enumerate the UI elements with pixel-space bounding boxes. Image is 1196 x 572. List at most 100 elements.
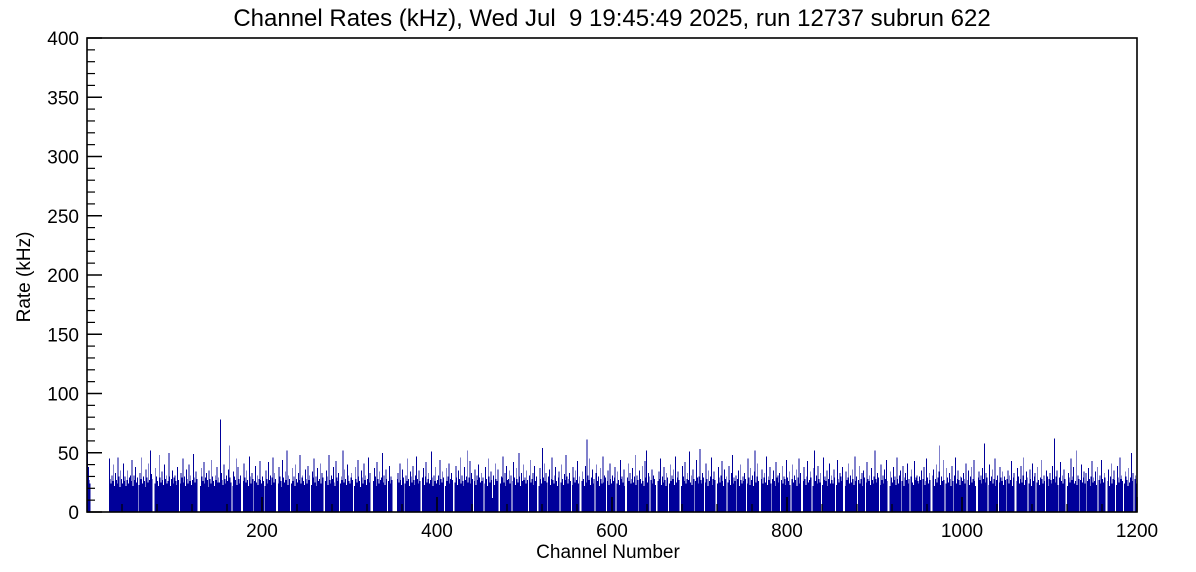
histogram-bar bbox=[1088, 478, 1090, 512]
histogram-bar bbox=[490, 471, 492, 512]
histogram-bar bbox=[425, 462, 427, 512]
histogram-bar bbox=[249, 476, 251, 512]
histogram-bar bbox=[1060, 462, 1061, 512]
histogram-bar bbox=[578, 476, 580, 512]
histogram-bar bbox=[1038, 480, 1040, 512]
histogram-bar bbox=[836, 459, 838, 512]
histogram-bar bbox=[1032, 481, 1034, 512]
histogram-bar bbox=[899, 470, 901, 512]
histogram-bar bbox=[206, 480, 208, 512]
histogram-bar bbox=[1039, 484, 1040, 513]
histogram-bar bbox=[860, 478, 862, 512]
histogram-bar bbox=[265, 470, 267, 512]
histogram-bar bbox=[990, 481, 991, 512]
histogram-bar bbox=[924, 484, 926, 513]
histogram-bar bbox=[479, 477, 480, 512]
histogram-bar bbox=[457, 484, 459, 513]
histogram-bar bbox=[202, 481, 204, 512]
histogram-bar bbox=[999, 466, 1001, 512]
histogram-bar bbox=[639, 470, 641, 512]
histogram-bar bbox=[939, 445, 941, 512]
histogram-bar bbox=[1135, 475, 1137, 512]
y-tick-label: 200 bbox=[47, 266, 79, 287]
histogram-bar bbox=[626, 477, 628, 512]
histogram-bar bbox=[140, 478, 142, 512]
histogram-bar bbox=[980, 475, 982, 512]
histogram-bar bbox=[302, 475, 304, 512]
histogram-bar bbox=[500, 476, 502, 512]
histogram-bar bbox=[461, 475, 463, 512]
histogram-bar bbox=[896, 457, 898, 512]
histogram-bar bbox=[733, 477, 735, 512]
histogram-bar bbox=[772, 478, 774, 512]
histogram-bar bbox=[218, 477, 220, 512]
histogram-bar bbox=[185, 485, 186, 512]
histogram-bar bbox=[182, 458, 184, 513]
histogram-bar bbox=[738, 485, 740, 512]
histogram-bar bbox=[1067, 472, 1069, 512]
histogram-bar bbox=[397, 472, 399, 512]
histogram-bar bbox=[650, 480, 652, 512]
histogram-bar bbox=[904, 477, 906, 512]
histogram-bar bbox=[1024, 484, 1026, 513]
histogram-bar bbox=[577, 483, 579, 512]
histogram-bar bbox=[135, 466, 137, 512]
histogram-bar bbox=[470, 483, 472, 512]
histogram-bar bbox=[251, 472, 253, 512]
histogram-bar bbox=[698, 476, 700, 512]
histogram-bar bbox=[330, 483, 332, 512]
histogram-bar bbox=[378, 483, 380, 512]
histogram-bar bbox=[691, 484, 693, 513]
histogram-bar bbox=[842, 466, 844, 512]
histogram-bar bbox=[1071, 480, 1073, 512]
histogram-bar bbox=[962, 481, 963, 512]
histogram-bar bbox=[988, 484, 990, 513]
histogram-bar bbox=[278, 466, 280, 512]
histogram-bar bbox=[489, 482, 491, 513]
histogram-bar bbox=[388, 465, 390, 512]
histogram-bar bbox=[958, 480, 960, 512]
histogram-bar bbox=[520, 485, 522, 512]
histogram-bar bbox=[149, 480, 151, 512]
histogram-bar bbox=[598, 476, 599, 512]
histogram-bar bbox=[1127, 485, 1129, 512]
histogram-bar bbox=[614, 466, 616, 512]
histogram-bar bbox=[239, 483, 241, 512]
histogram-bar bbox=[906, 463, 908, 513]
histogram-bar bbox=[226, 475, 228, 512]
histogram-bar bbox=[903, 485, 905, 512]
histogram-bar bbox=[1094, 481, 1096, 512]
histogram-bar bbox=[363, 463, 365, 513]
histogram-bar bbox=[332, 478, 333, 512]
histogram-bar bbox=[164, 478, 166, 512]
histogram-bar bbox=[428, 472, 430, 512]
histogram-bar bbox=[220, 472, 222, 512]
histogram-bar bbox=[367, 478, 368, 512]
histogram-bar bbox=[1124, 471, 1126, 512]
histogram-bar bbox=[734, 481, 736, 512]
histogram-bar bbox=[318, 478, 320, 512]
histogram-bar bbox=[1025, 480, 1026, 512]
histogram-bar bbox=[978, 471, 980, 512]
histogram-bar bbox=[438, 484, 440, 513]
histogram-bar bbox=[332, 466, 334, 512]
histogram-bar bbox=[585, 482, 587, 513]
histogram-bar bbox=[570, 481, 571, 512]
histogram-bar bbox=[233, 471, 235, 512]
histogram-bar bbox=[138, 484, 140, 513]
histogram-bar bbox=[608, 484, 610, 513]
histogram-bar bbox=[934, 485, 935, 512]
histogram-bar bbox=[129, 477, 130, 512]
histogram-bar bbox=[657, 481, 659, 512]
histogram-bar bbox=[442, 471, 444, 512]
histogram-bar bbox=[705, 463, 707, 513]
histogram-bar bbox=[316, 485, 318, 512]
histogram-bar bbox=[1130, 477, 1131, 512]
histogram-bar bbox=[1030, 478, 1032, 512]
histogram-bar bbox=[158, 455, 160, 512]
histogram-bar bbox=[469, 461, 471, 513]
histogram-bar bbox=[901, 481, 903, 512]
histogram-bar bbox=[150, 474, 152, 512]
histogram-bar bbox=[528, 475, 530, 512]
histogram-bar bbox=[955, 483, 957, 512]
